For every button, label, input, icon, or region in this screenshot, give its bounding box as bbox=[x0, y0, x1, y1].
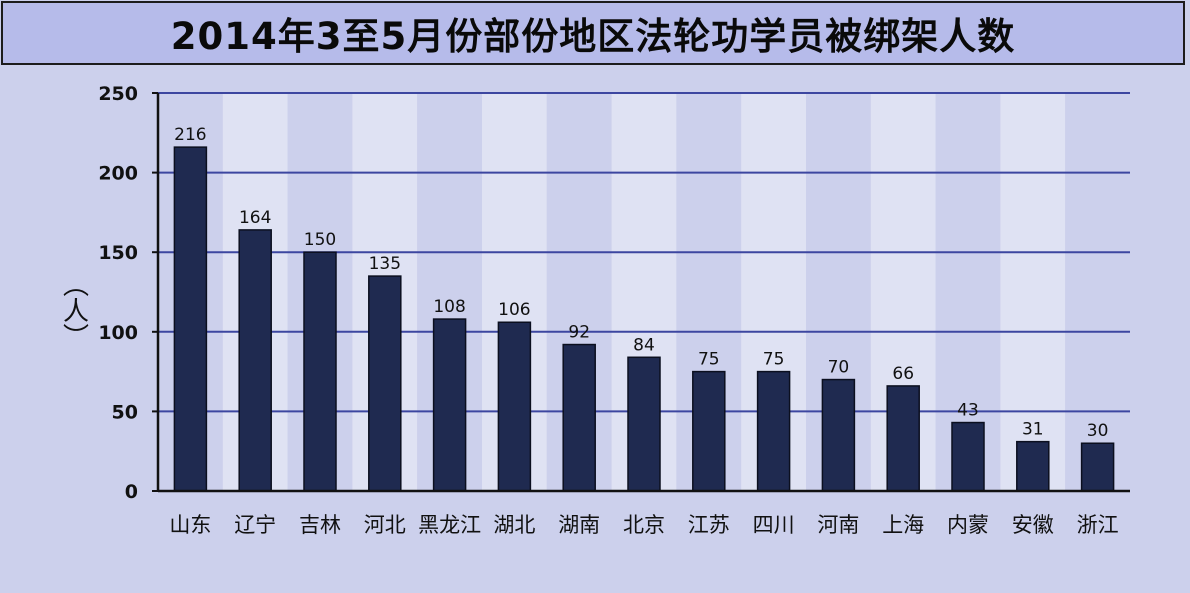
data-label: 31 bbox=[1022, 420, 1044, 440]
x-tick-label: 黑龙江 bbox=[418, 513, 481, 537]
bar bbox=[368, 275, 402, 492]
y-tick-label: 100 bbox=[98, 322, 138, 344]
x-tick-label: 浙江 bbox=[1077, 513, 1119, 537]
bar bbox=[756, 370, 791, 492]
bar bbox=[238, 229, 272, 492]
title-bar: 2014年3至5月份部份地区法轮功学员被绑架人数 bbox=[1, 1, 1185, 65]
data-label: 66 bbox=[892, 364, 914, 384]
chart-title: 2014年3至5月份部份地区法轮功学员被绑架人数 bbox=[170, 15, 1016, 58]
y-tick-labels: 0 50 100 150 200 250 bbox=[98, 83, 158, 503]
bar bbox=[1080, 442, 1115, 492]
plot-band bbox=[1000, 93, 1066, 491]
data-label: 43 bbox=[957, 401, 979, 421]
y-tick-label: 50 bbox=[112, 401, 138, 423]
bar bbox=[627, 356, 661, 492]
data-label: 135 bbox=[369, 254, 401, 274]
bar bbox=[692, 370, 726, 492]
x-tick-label: 辽宁 bbox=[234, 513, 276, 537]
data-label: 150 bbox=[304, 230, 336, 250]
x-tick-label: 吉林 bbox=[299, 513, 341, 537]
x-tick-label: 山东 bbox=[169, 513, 211, 537]
data-label: 106 bbox=[498, 300, 530, 320]
bar bbox=[497, 321, 532, 492]
bar bbox=[303, 251, 337, 492]
x-tick-label: 上海 bbox=[882, 513, 924, 537]
y-tick-label: 150 bbox=[98, 242, 138, 264]
data-labels: 216 164 150 135 108 106 92 84 75 75 70 66 43 31 30 bbox=[174, 125, 1108, 441]
plot-bands bbox=[158, 93, 1130, 491]
y-tick-label: 200 bbox=[98, 163, 138, 185]
y-tick-label: 0 bbox=[125, 481, 138, 503]
y-axis-label: （人） bbox=[58, 271, 89, 349]
x-tick-labels: 山东 辽宁 吉林 河北 黑龙江 湖北 湖南 北京 江苏 四川 河南 上海 内蒙 安徽 浙江 bbox=[169, 513, 1118, 537]
data-label: 30 bbox=[1087, 421, 1109, 441]
bars bbox=[173, 146, 1115, 492]
axes bbox=[156, 93, 1130, 493]
bar bbox=[432, 318, 467, 492]
x-tick-label: 北京 bbox=[623, 513, 665, 537]
bar bbox=[951, 421, 985, 492]
bar bbox=[562, 343, 596, 492]
data-label: 216 bbox=[174, 125, 206, 145]
bar bbox=[886, 385, 920, 492]
x-tick-label: 安徽 bbox=[1012, 513, 1054, 537]
bar bbox=[821, 378, 856, 492]
data-label: 75 bbox=[763, 350, 785, 370]
x-tick-label: 江苏 bbox=[688, 513, 730, 537]
x-tick-label: 河南 bbox=[817, 513, 859, 537]
x-tick-label: 四川 bbox=[753, 513, 795, 537]
x-tick-label: 内蒙 bbox=[947, 513, 989, 537]
bar bbox=[1016, 440, 1050, 492]
data-label: 108 bbox=[433, 297, 465, 317]
data-label: 164 bbox=[239, 208, 271, 228]
x-tick-label: 湖北 bbox=[493, 513, 535, 537]
x-tick-label: 河北 bbox=[364, 513, 406, 537]
y-tick-label: 250 bbox=[98, 83, 138, 105]
bar bbox=[173, 146, 208, 492]
data-label: 75 bbox=[698, 350, 720, 370]
x-tick-label: 湖南 bbox=[558, 513, 600, 537]
plot-band bbox=[1065, 93, 1130, 491]
data-label: 70 bbox=[828, 358, 850, 378]
data-label: 84 bbox=[633, 335, 655, 355]
data-label: 92 bbox=[568, 323, 590, 343]
